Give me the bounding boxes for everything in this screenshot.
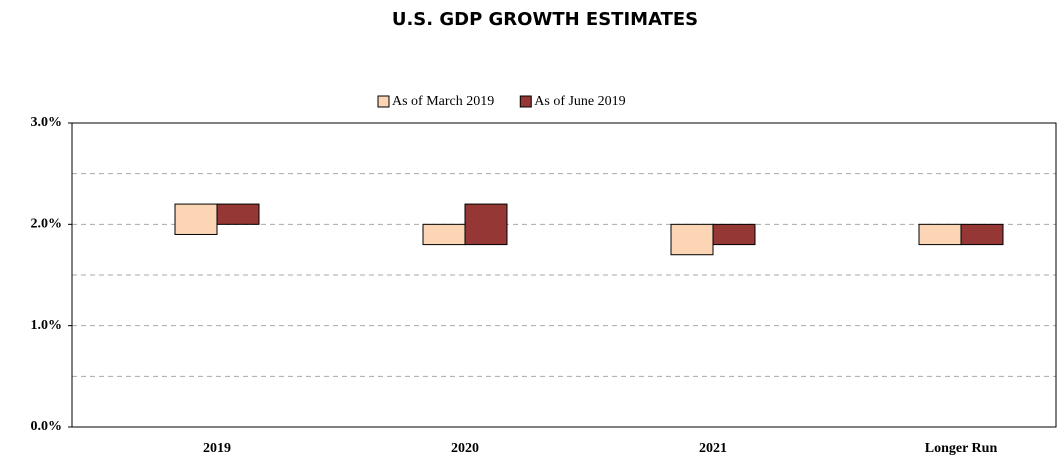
- x-tick-label: 2019: [203, 441, 231, 456]
- range-bar: [918, 223, 962, 246]
- range-bar: [216, 203, 260, 225]
- legend-swatch: [519, 95, 532, 108]
- range-bar: [464, 203, 508, 246]
- y-tick-label: 0.0%: [31, 419, 63, 434]
- legend-label: As of June 2019: [534, 94, 625, 109]
- y-tick-label: 1.0%: [31, 318, 63, 333]
- x-tick-label: 2021: [699, 441, 727, 456]
- legend-label: As of March 2019: [392, 94, 494, 109]
- chart-title: U.S. GDP GROWTH ESTIMATES: [392, 9, 698, 30]
- range-bar: [670, 223, 714, 256]
- range-bar: [960, 223, 1004, 246]
- y-tick-label: 3.0%: [31, 115, 63, 130]
- legend-swatch: [377, 95, 390, 108]
- plot-frame: [71, 122, 1057, 428]
- range-bar: [422, 223, 466, 246]
- x-tick-label: 2020: [451, 441, 479, 456]
- range-bar: [174, 203, 218, 235]
- x-tick-label: Longer Run: [925, 441, 998, 456]
- y-tick-label: 2.0%: [31, 217, 63, 232]
- range-bar: [712, 223, 756, 246]
